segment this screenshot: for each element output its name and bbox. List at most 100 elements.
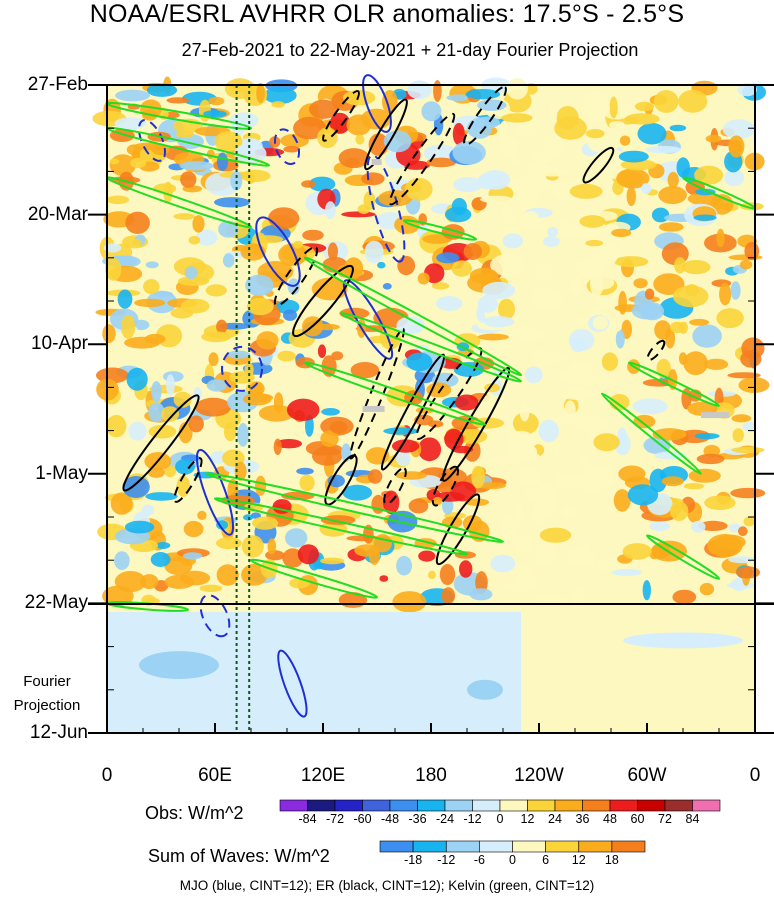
obs-anomaly-cell xyxy=(739,259,753,270)
obs-anomaly-cell xyxy=(320,430,339,448)
obs-anomaly-cell xyxy=(331,351,344,361)
obs-anomaly-cell xyxy=(309,99,338,119)
obs-anomaly-cell xyxy=(173,213,196,220)
obs-anomaly-cell xyxy=(477,333,509,341)
obs-anomaly-cell xyxy=(513,503,524,527)
obs-anomaly-cell xyxy=(321,408,340,416)
obs-anomaly-cell xyxy=(683,483,705,490)
obs-anomaly-cell xyxy=(539,527,572,543)
obs-anomaly-cell xyxy=(476,482,507,490)
obs-anomaly-cell xyxy=(509,157,523,167)
obs-anomaly-cell xyxy=(524,83,538,95)
obs-anomaly-cell xyxy=(619,135,631,146)
obs-anomaly-cell xyxy=(724,169,745,187)
obs-anomaly-cell xyxy=(377,261,386,269)
obs-anomaly-cell xyxy=(216,537,242,550)
obs-anomaly-cell xyxy=(397,255,416,276)
obs-anomaly-cell xyxy=(693,214,717,221)
obs-colorbar-tick-label: -84 xyxy=(298,812,317,826)
obs-anomaly-cell xyxy=(586,129,605,139)
obs-anomaly-cell xyxy=(534,262,554,281)
x-tick-label: 0 xyxy=(749,765,761,786)
obs-anomaly-cell xyxy=(258,405,295,422)
obs-anomaly-cell xyxy=(743,516,755,527)
obs-anomaly-cell xyxy=(505,597,519,607)
obs-anomaly-cell xyxy=(688,468,721,483)
obs-anomaly-cell xyxy=(302,229,324,241)
obs-anomaly-cell xyxy=(569,276,583,294)
contour-legend-caption: MJO (blue, CINT=12); ER (black, CINT=12)… xyxy=(179,878,595,893)
obs-anomaly-cell xyxy=(338,148,370,169)
obs-anomaly-cell xyxy=(383,130,412,153)
obs-anomaly-cell xyxy=(678,352,688,365)
obs-anomaly-cell xyxy=(506,78,528,100)
obs-anomaly-cell xyxy=(501,113,533,123)
obs-anomaly-cell xyxy=(271,101,285,108)
mjo-contour xyxy=(362,74,392,133)
obs-anomaly-cell xyxy=(556,106,579,130)
waves-colorbar-tick-label: 18 xyxy=(604,853,619,867)
obs-anomaly-cell xyxy=(499,226,522,236)
obs-anomaly-cell xyxy=(501,205,513,218)
obs-anomaly-cell xyxy=(569,183,603,199)
mjo-contour xyxy=(273,128,301,166)
mjo-contour xyxy=(195,448,235,536)
obs-anomaly-cell xyxy=(242,393,272,406)
obs-anomaly-cell xyxy=(145,492,178,501)
obs-anomaly-cell xyxy=(405,177,433,201)
obs-anomaly-cell xyxy=(439,563,456,586)
obs-anomaly-cell xyxy=(633,414,656,429)
er-contour xyxy=(322,90,360,142)
obs-anomaly-cell xyxy=(256,82,265,104)
obs-anomaly-cell xyxy=(281,491,315,501)
waves-colorbar-tick-label: -18 xyxy=(404,853,423,867)
obs-anomaly-cell xyxy=(716,228,725,248)
obs-anomaly-cell xyxy=(582,466,606,489)
obs-anomaly-cell xyxy=(742,421,756,432)
obs-anomaly-cell xyxy=(512,412,539,435)
obs-anomaly-cell xyxy=(490,554,516,573)
obs-anomaly-cell xyxy=(436,252,460,264)
obs-anomaly-cell xyxy=(128,421,147,441)
obs-anomaly-cell xyxy=(175,458,195,475)
mjo-contour xyxy=(221,345,263,392)
obs-anomaly-cell xyxy=(502,233,523,249)
x-tick-label: 120W xyxy=(514,765,564,786)
chart-title: NOAA/ESRL AVHRR OLR anomalies: 17.5°S - … xyxy=(89,0,685,28)
obs-anomaly-cell xyxy=(312,446,343,466)
obs-anomaly-cell xyxy=(477,295,498,313)
obs-anomaly-cell xyxy=(704,495,736,511)
obs-anomaly-cell xyxy=(367,469,383,484)
mjo-contour xyxy=(199,594,231,638)
obs-anomaly-cell xyxy=(234,143,267,164)
obs-anomaly-cell xyxy=(394,215,420,234)
obs-anomaly-cell xyxy=(255,475,267,496)
obs-anomaly-cell xyxy=(574,416,609,433)
obs-anomaly-cell xyxy=(301,180,316,188)
er-contour xyxy=(364,98,408,171)
obs-anomaly-cell xyxy=(614,256,649,268)
obs-anomaly-cell xyxy=(150,552,171,567)
obs-anomaly-cell xyxy=(494,347,505,369)
waves-colorbar-label: Sum of Waves: W/m^2 xyxy=(148,846,330,866)
obs-anomaly-cell xyxy=(285,528,308,548)
obs-anomaly-cell xyxy=(605,156,622,179)
obs-anomaly-cell xyxy=(687,191,723,206)
obs-anomaly-cell xyxy=(645,145,682,154)
obs-anomaly-cell xyxy=(681,260,711,275)
obs-anomaly-cell xyxy=(105,257,122,281)
obs-anomaly-cell xyxy=(126,367,148,391)
obs-anomaly-cell xyxy=(222,253,235,268)
obs-anomaly-cell xyxy=(592,315,609,330)
obs-anomaly-cell xyxy=(695,188,716,196)
obs-anomaly-cell xyxy=(483,316,515,328)
obs-anomaly-cell xyxy=(738,526,748,537)
obs-anomaly-cell xyxy=(444,206,472,223)
obs-anomaly-cell xyxy=(587,431,597,438)
waves-colorbar-swatch xyxy=(578,840,613,853)
obs-anomaly-cell xyxy=(320,557,345,565)
er-contour xyxy=(273,246,319,307)
obs-anomaly-cell xyxy=(731,446,765,454)
obs-anomaly-cell xyxy=(611,568,643,576)
obs-anomaly-cell xyxy=(684,284,699,297)
